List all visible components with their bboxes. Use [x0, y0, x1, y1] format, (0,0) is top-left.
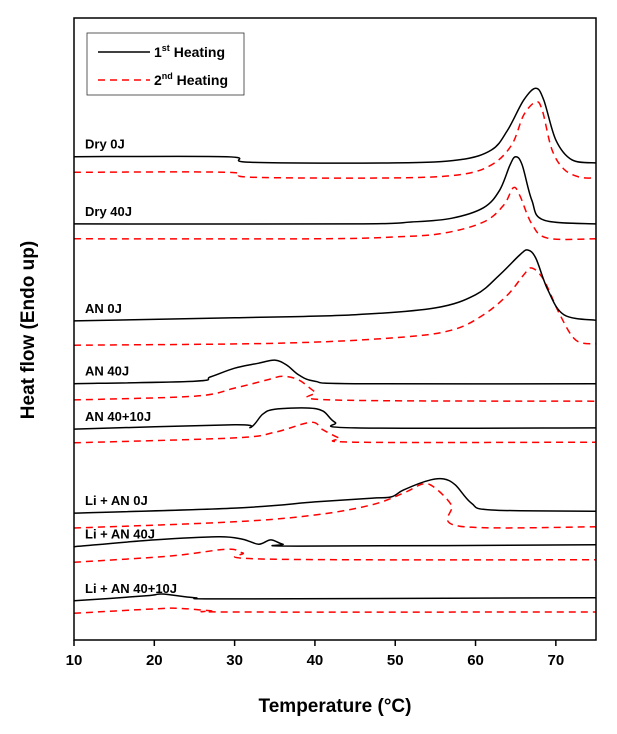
x-tick-label: 50 — [387, 652, 404, 669]
legend-label-first-heating: 1st Heating — [154, 43, 225, 60]
series-label-li-an-0j: Li + AN 0J — [85, 493, 148, 508]
curve-dry-40j-second-heating — [73, 186, 597, 241]
curve-li-an-40-10j-first-heating — [73, 593, 597, 602]
x-axis-ticks: 10 20 30 40 50 60 70 — [66, 640, 565, 669]
x-tick-label: 10 — [66, 652, 83, 669]
legend: 1st Heating 2nd Heating — [86, 32, 245, 96]
curve-an-0j-second-heating — [73, 267, 597, 346]
curve-an-0j-first-heating — [73, 249, 597, 322]
x-axis-title: Temperature (°C) — [259, 696, 412, 717]
x-tick-label: 30 — [226, 652, 243, 669]
series-label-an-40j: AN 40J — [85, 364, 129, 379]
curve-an-40-10j-second-heating — [73, 421, 597, 444]
curve-li-an-0j-second-heating — [73, 482, 597, 529]
plot-frame — [73, 17, 597, 641]
x-tick-label: 60 — [467, 652, 484, 669]
x-tick-label: 20 — [146, 652, 163, 669]
curve-li-an-40j-first-heating — [73, 535, 597, 548]
series-label-li-an-40-10j: Li + AN 40+10J — [85, 581, 177, 596]
series-labels: Dry 0J Dry 40J AN 0J AN 40J AN 40+10J Li + AN… — [85, 137, 177, 596]
curve-li-an-40j-second-heating — [73, 548, 597, 564]
series-label-an-0j: AN 0J — [85, 301, 122, 316]
x-tick-label: 40 — [307, 652, 324, 669]
curves — [73, 87, 597, 615]
series-label-an-40-10j: AN 40+10J — [85, 409, 151, 424]
curve-li-an-0j-first-heating — [73, 477, 597, 514]
curve-li-an-40-10j-second-heating — [73, 607, 597, 615]
series-label-li-an-40j: Li + AN 40J — [85, 527, 155, 542]
curve-an-40j-first-heating — [73, 359, 597, 385]
curve-an-40-10j-first-heating — [73, 407, 597, 430]
series-label-dry-40j: Dry 40J — [85, 204, 132, 219]
curve-dry-0j-first-heating — [73, 87, 597, 164]
series-label-dry-0j: Dry 0J — [85, 137, 125, 152]
legend-box — [86, 32, 245, 96]
curve-dry-0j-second-heating — [73, 101, 597, 179]
x-tick-label: 70 — [548, 652, 565, 669]
legend-label-second-heating: 2nd Heating — [154, 71, 228, 88]
y-axis-title: Heat flow (Endo up) — [18, 241, 39, 419]
curve-dry-40j-first-heating — [73, 155, 597, 225]
curve-an-40j-second-heating — [73, 375, 597, 402]
